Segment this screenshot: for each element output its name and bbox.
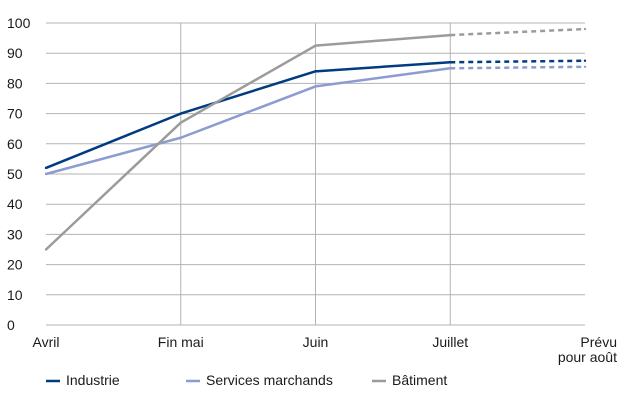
data-point [449, 61, 452, 64]
x-tick-label: Juillet [432, 334, 468, 350]
data-point [179, 136, 182, 139]
y-tick-label: 70 [7, 106, 23, 122]
data-point [179, 121, 182, 124]
y-tick-label: 20 [7, 257, 23, 273]
legend-label: Services marchands [206, 372, 333, 388]
legend-label: Bâtiment [392, 372, 447, 388]
data-point [44, 172, 48, 176]
legend: Industrie Services marchands Bâtiment [46, 372, 447, 388]
y-tick-label: 90 [7, 45, 23, 61]
data-point [449, 33, 452, 37]
y-tick-label: 30 [7, 226, 23, 242]
series-forecast-line-2 [450, 65, 586, 70]
y-tick-label: 40 [7, 196, 23, 212]
y-axis: 0 10 20 30 40 50 60 70 80 90 100 [7, 15, 31, 333]
y-tick-label: 10 [7, 287, 23, 303]
series-line-3 [45, 33, 451, 251]
series-lines [44, 27, 587, 251]
data-point [44, 166, 48, 170]
data-point [314, 44, 317, 47]
grid [46, 22, 585, 326]
series-line-1 [45, 61, 451, 170]
data-point [449, 67, 452, 70]
data-point [583, 59, 587, 62]
y-tick-label: 100 [7, 15, 31, 31]
y-tick-label: 0 [7, 317, 15, 333]
y-tick-label: 80 [7, 75, 23, 91]
series-forecast-line-3 [450, 27, 586, 37]
data-point [314, 70, 317, 73]
data-point [583, 65, 587, 68]
data-point [314, 85, 317, 88]
data-point [44, 248, 48, 251]
x-tick-label: Fin mai [158, 334, 204, 350]
y-tick-label: 60 [7, 136, 23, 152]
legend-label: Industrie [66, 372, 120, 388]
data-point [179, 112, 182, 115]
x-tick-label: Prévu [580, 334, 617, 350]
data-point [583, 27, 587, 31]
y-tick-label: 50 [7, 166, 23, 182]
series-line-2 [45, 67, 451, 176]
x-tick-label: pour août [558, 349, 617, 365]
series-forecast-line-1 [450, 59, 586, 64]
x-tick-label: Avril [33, 334, 60, 350]
x-tick-label: Juin [303, 334, 329, 350]
